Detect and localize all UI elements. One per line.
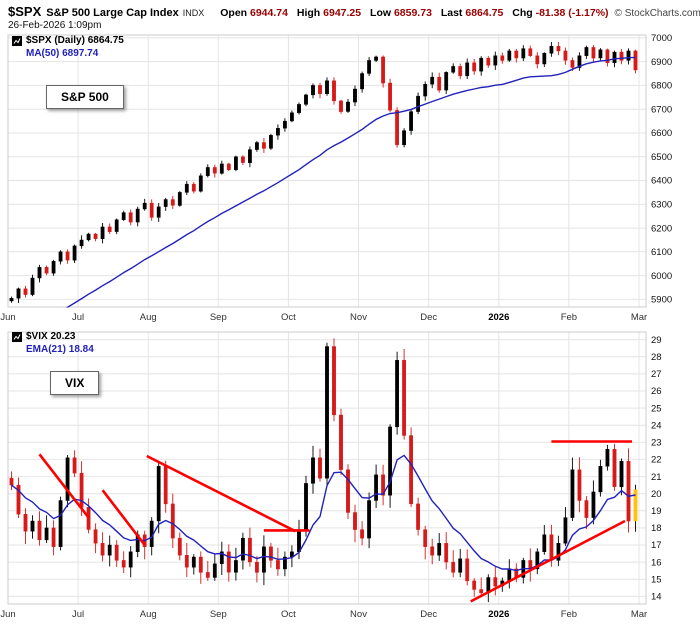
svg-text:Oct: Oct [281, 609, 296, 620]
quote-strip: Open 6944.74 High 6947.25 Low 6859.73 La… [220, 7, 614, 19]
exchange-tag: INDX [182, 8, 205, 18]
symbol: $SPX [8, 4, 42, 19]
svg-text:5900: 5900 [651, 295, 672, 306]
svg-text:17: 17 [651, 540, 662, 551]
open-value: 6944.74 [250, 7, 288, 19]
svg-text:Jun: Jun [0, 312, 15, 323]
chg-value: -81.38 (-1.17%) [535, 7, 609, 19]
spx-panel: 5900 6000 6100 6200 6300 6400 6500 6600 6700 6800… [0, 31, 700, 327]
open-label: Open [220, 7, 248, 19]
svg-text:19: 19 [651, 506, 662, 517]
spx-legend: $SPX (Daily) 6864.75 MA(50) 6897.74 [12, 35, 124, 60]
svg-text:29: 29 [651, 335, 662, 346]
spx-chart-canvas: 5900 6000 6100 6200 6300 6400 6500 6600 6700 6800… [0, 33, 672, 323]
svg-text:24: 24 [651, 420, 662, 431]
symbol-name: S&P 500 Large Cap Index [46, 7, 179, 19]
vix-chart-canvas: 14 15 16 17 18 19 20 21 22 23 24 25 26 27 28 29 Jun Jul Au… [0, 331, 662, 620]
svg-text:Dec: Dec [420, 312, 437, 323]
svg-text:Aug: Aug [140, 609, 157, 620]
header-row-quote: $SPX S&P 500 Large Cap Index INDX Open 6… [8, 4, 700, 19]
svg-text:2026: 2026 [488, 312, 509, 323]
last-label: Last [440, 7, 463, 19]
svg-text:27: 27 [651, 369, 662, 380]
quote-last: Last 6864.75 [441, 7, 503, 19]
svg-text:16: 16 [651, 557, 662, 568]
svg-text:Mar: Mar [631, 609, 647, 620]
svg-text:6000: 6000 [651, 271, 672, 282]
chg-label: Chg [512, 7, 533, 19]
last-value: 6864.75 [465, 7, 504, 19]
svg-text:20: 20 [651, 489, 662, 500]
quote-open: Open 6944.74 [220, 7, 288, 19]
svg-text:Sep: Sep [210, 312, 227, 323]
svg-text:26: 26 [651, 386, 662, 397]
chart-datetime: 26-Feb-2026 1:09pm [8, 20, 102, 31]
spx-legend-main-row: $SPX (Daily) 6864.75 [12, 35, 124, 47]
quote-low: Low 6859.73 [370, 7, 432, 19]
quote-high: High 6947.25 [297, 7, 361, 19]
vix-label-box: VIX [50, 371, 100, 395]
svg-text:18: 18 [651, 523, 662, 534]
high-value: 6947.25 [323, 7, 362, 19]
svg-text:7000: 7000 [651, 33, 672, 44]
svg-text:6400: 6400 [651, 176, 672, 187]
svg-text:6800: 6800 [651, 81, 672, 92]
svg-text:6100: 6100 [651, 247, 672, 258]
svg-text:Dec: Dec [420, 609, 437, 620]
svg-text:Nov: Nov [350, 609, 367, 620]
svg-text:Jun: Jun [0, 609, 15, 620]
svg-text:6300: 6300 [651, 200, 672, 211]
vix-legend-main-row: $VIX 20.23 [12, 331, 94, 343]
svg-text:6600: 6600 [651, 128, 672, 139]
vix-legend: $VIX 20.23 EMA(21) 18.84 [12, 331, 94, 356]
sharpchart-icon [12, 332, 22, 342]
sharpchart-icon [12, 36, 22, 46]
vix-legend-overlay: EMA(21) 18.84 [26, 344, 94, 355]
svg-text:25: 25 [651, 403, 662, 414]
svg-text:Nov: Nov [350, 312, 367, 323]
svg-text:2026: 2026 [488, 609, 509, 620]
spx-legend-overlay: MA(50) 6897.74 [26, 48, 99, 59]
low-label: Low [370, 7, 392, 19]
svg-text:22: 22 [651, 455, 662, 466]
svg-text:14: 14 [651, 592, 662, 603]
svg-text:Mar: Mar [631, 312, 647, 323]
quote-change: Chg -81.38 (-1.17%) [512, 7, 608, 19]
svg-text:6700: 6700 [651, 104, 672, 115]
svg-text:28: 28 [651, 352, 662, 363]
spx-legend-main: $SPX (Daily) 6864.75 [26, 35, 124, 46]
stockcharts-credit: © StockCharts.com [614, 8, 700, 19]
vix-panel: 14 15 16 17 18 19 20 21 22 23 24 25 26 27 28 29 Jun Jul Au… [0, 327, 700, 625]
svg-text:6900: 6900 [651, 57, 672, 68]
vix-legend-main: $VIX 20.23 [26, 331, 76, 342]
svg-text:Oct: Oct [281, 312, 296, 323]
svg-text:15: 15 [651, 574, 662, 585]
svg-text:21: 21 [651, 472, 662, 483]
svg-text:6500: 6500 [651, 152, 672, 163]
svg-text:Feb: Feb [561, 609, 577, 620]
svg-text:6200: 6200 [651, 223, 672, 234]
svg-text:Jul: Jul [72, 312, 84, 323]
svg-text:23: 23 [651, 438, 662, 449]
spx-label-box: S&P 500 [46, 85, 124, 109]
svg-text:Sep: Sep [210, 609, 227, 620]
low-value: 6859.73 [393, 7, 432, 19]
high-label: High [296, 7, 321, 19]
svg-text:Feb: Feb [561, 312, 577, 323]
svg-text:Aug: Aug [140, 312, 157, 323]
svg-text:Jul: Jul [72, 609, 84, 620]
chart-header: $SPX S&P 500 Large Cap Index INDX Open 6… [0, 0, 700, 31]
